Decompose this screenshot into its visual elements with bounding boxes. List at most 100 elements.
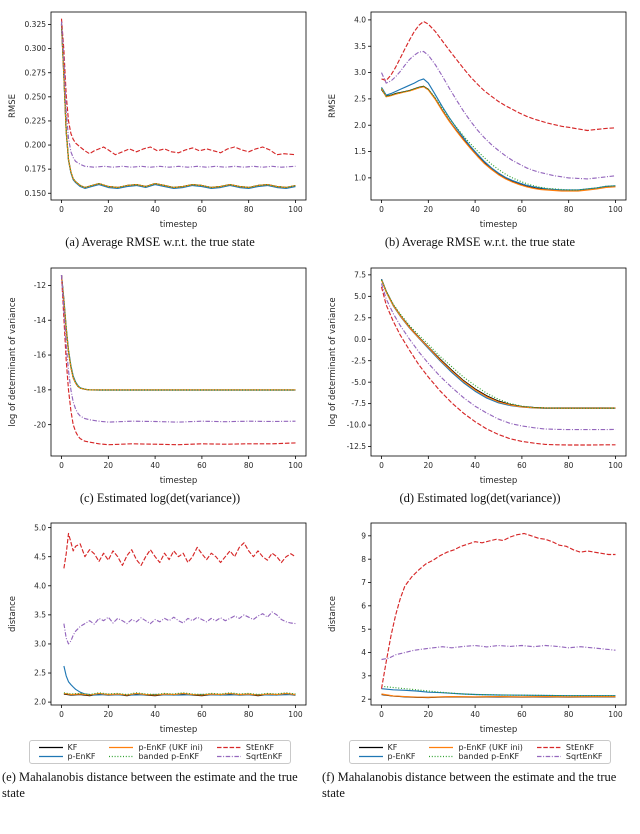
legend-label: p-EnKF bbox=[387, 752, 416, 762]
x-tick-label: 100 bbox=[288, 710, 303, 719]
x-tick-label: 60 bbox=[197, 205, 207, 214]
series-stenkf bbox=[380, 533, 616, 690]
x-tick-label: 80 bbox=[244, 205, 254, 214]
y-tick-label: 2.5 bbox=[354, 313, 366, 322]
x-tick-label: 0 bbox=[379, 461, 384, 470]
legend-line-p-enkf bbox=[358, 756, 383, 758]
y-tick-label: 1.0 bbox=[354, 173, 366, 182]
legend-line-banded-p-enkf bbox=[429, 756, 454, 758]
x-tick-label: 20 bbox=[104, 461, 114, 470]
x-tick-label: 40 bbox=[470, 710, 480, 719]
legend-label: banded p-EnKF bbox=[138, 752, 200, 762]
figure: 0 20 40 60 80 100 0.150 0.175 0.200 0.225 0.250 0.2… bbox=[0, 11, 640, 801]
legend-line-p-enkf-ukf-ini bbox=[109, 747, 134, 749]
subplot-e: 0 20 40 60 80 100 2.0 2.5 3.0 3.5 4.0 4.5 5.0 timeste… bbox=[0, 515, 320, 801]
plot-frame bbox=[50, 11, 307, 201]
legend-item-banded-p-enkf: banded p-EnKF bbox=[108, 752, 202, 761]
x-tick-label: 0 bbox=[379, 205, 384, 214]
y-tick-label: 0.300 bbox=[25, 44, 47, 53]
y-tick-label: 0.250 bbox=[25, 92, 47, 101]
legend-line-sqrtenkf bbox=[536, 756, 561, 758]
x-tick-label: 100 bbox=[288, 461, 303, 470]
y-tick-label: 0.325 bbox=[25, 20, 47, 29]
y-axis-label: log of determinant of variance bbox=[8, 297, 18, 426]
series-p-enkf-ukf-ini bbox=[380, 86, 616, 192]
series-banded-p-enkf bbox=[60, 23, 296, 189]
series-kf bbox=[60, 274, 296, 391]
figure-row-2: 0 20 40 60 80 100 -12 -14 -16 -18 -20 timestep log o… bbox=[0, 260, 640, 516]
x-tick-label: 20 bbox=[104, 710, 114, 719]
y-axis-label: RMSE bbox=[328, 94, 338, 118]
caption-e: (e) Mahalanobis distance between the est… bbox=[2, 770, 298, 800]
legend-item-kf: KF bbox=[358, 743, 416, 752]
series-sqrtenkf bbox=[60, 21, 296, 168]
x-tick-label: 40 bbox=[470, 461, 480, 470]
legend-label: banded p-EnKF bbox=[458, 752, 520, 762]
x-axis-label: timestep bbox=[160, 476, 198, 486]
legend-label: p-EnKF bbox=[67, 752, 96, 762]
series-p-enkf bbox=[63, 666, 296, 696]
legend-line-stenkf bbox=[536, 747, 561, 749]
x-tick-label: 80 bbox=[564, 461, 574, 470]
x-tick-label: 0 bbox=[379, 710, 384, 719]
series-sqrtenkf bbox=[380, 50, 616, 180]
y-tick-label: -7.5 bbox=[351, 399, 366, 408]
x-tick-label: 0 bbox=[59, 205, 64, 214]
series-p-enkf bbox=[381, 78, 616, 191]
legend-line-p-enkf bbox=[38, 756, 63, 758]
series-p-enkf-ukf-ini bbox=[60, 275, 296, 391]
x-tick-label: 60 bbox=[517, 205, 527, 214]
chart-c: 0 20 40 60 80 100 -12 -14 -16 -18 -20 timestep log o… bbox=[8, 267, 307, 486]
y-tick-label: 6 bbox=[361, 602, 366, 611]
x-tick-label: 20 bbox=[104, 205, 114, 214]
legend-label: SqrtEnKF bbox=[565, 752, 603, 762]
caption-c: (c) Estimated log(det(variance)) bbox=[79, 490, 241, 505]
y-tick-label: -12.5 bbox=[347, 442, 367, 451]
chart-a: 0 20 40 60 80 100 0.150 0.175 0.200 0.225 0.250 0.2… bbox=[8, 11, 307, 230]
series-stenkf bbox=[381, 20, 616, 132]
legend-label: p-EnKF (UKF ini) bbox=[458, 743, 523, 753]
x-axis-label: timestep bbox=[480, 220, 518, 230]
subplot-d: 0 20 40 60 80 100 7.5 5.0 2.5 0.0 -2.5 -5.0 -7.5 -10.… bbox=[320, 260, 640, 516]
series-sqrtenkf bbox=[60, 274, 296, 423]
series-p-enkf bbox=[380, 278, 616, 409]
x-tick-label: 40 bbox=[150, 710, 160, 719]
y-tick-label: 5.0 bbox=[354, 292, 366, 301]
legend-line-stenkf bbox=[216, 747, 241, 749]
legend-e: KF p-EnKF p-EnKF (UKF ini) banded p-EnKF StE… bbox=[28, 740, 292, 765]
y-tick-label: 4 bbox=[361, 648, 366, 657]
legend-label: StEnKF bbox=[565, 743, 595, 753]
legend-item-p-enkf-ukf-ini: p-EnKF (UKF ini) bbox=[108, 743, 203, 753]
y-tick-label: 0.275 bbox=[25, 68, 47, 77]
legend-label: StEnKF bbox=[245, 743, 275, 753]
caption-a: (a) Average RMSE w.r.t. the true state bbox=[65, 235, 255, 249]
series-banded-p-enkf bbox=[380, 279, 616, 409]
x-tick-label: 20 bbox=[424, 461, 434, 470]
y-tick-label: -10.0 bbox=[347, 420, 367, 429]
chart-d: 0 20 40 60 80 100 7.5 5.0 2.5 0.0 -2.5 -5.0 -7.5 -10.… bbox=[328, 267, 627, 486]
series-p-enkf bbox=[60, 274, 296, 391]
series-stenkf bbox=[60, 18, 296, 156]
x-tick-label: 100 bbox=[288, 205, 303, 214]
x-tick-label: 60 bbox=[517, 710, 527, 719]
figure-row-3: 0 20 40 60 80 100 2.0 2.5 3.0 3.5 4.0 4.5 5.0 timeste… bbox=[0, 515, 640, 801]
x-tick-label: 100 bbox=[608, 205, 623, 214]
x-tick-label: 60 bbox=[197, 710, 207, 719]
x-axis-label: timestep bbox=[160, 220, 198, 230]
x-tick-label: 100 bbox=[608, 461, 623, 470]
plot-frame bbox=[370, 267, 627, 457]
legend-label: KF bbox=[387, 743, 398, 753]
chart-b: 0 20 40 60 80 100 1.0 1.5 2.0 2.5 3.0 3.5 4.0 timeste… bbox=[328, 11, 627, 230]
y-tick-label: 0.200 bbox=[25, 141, 47, 150]
y-tick-label: 3.5 bbox=[34, 611, 46, 620]
x-axis-label: timestep bbox=[480, 476, 518, 486]
y-tick-label: 4.0 bbox=[34, 582, 46, 591]
legend-label: p-EnKF (UKF ini) bbox=[138, 743, 203, 753]
series-stenkf bbox=[63, 533, 296, 569]
series-p-enkf bbox=[60, 24, 296, 189]
series-sqrtenkf bbox=[380, 282, 616, 430]
subplot-c: 0 20 40 60 80 100 -12 -14 -16 -18 -20 timestep log o… bbox=[0, 260, 320, 516]
legend-line-kf bbox=[38, 747, 63, 749]
x-tick-label: 80 bbox=[244, 461, 254, 470]
x-tick-label: 40 bbox=[470, 205, 480, 214]
